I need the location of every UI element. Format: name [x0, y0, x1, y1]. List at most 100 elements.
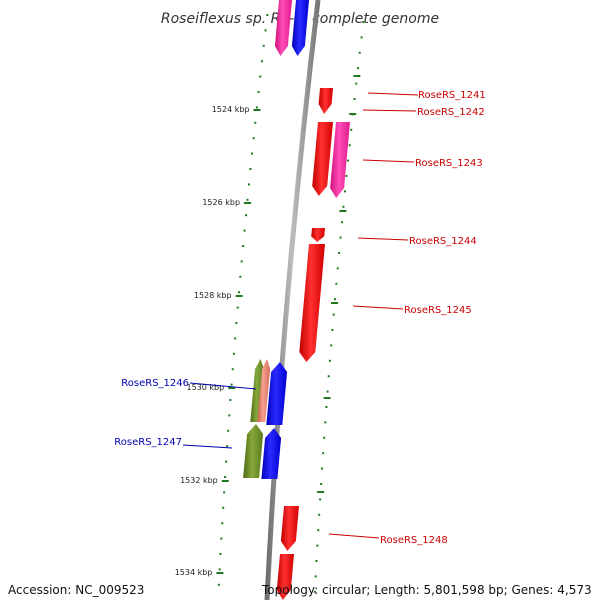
inner-dot [242, 245, 245, 247]
scale-ticks: 1524 kbp 1526 kbp 1528 kbp 1530 kbp 1532 kbp… [175, 105, 261, 577]
outer-dot [348, 144, 351, 147]
outer-dot [358, 51, 361, 54]
gene-arrow-roseRS-1248 [280, 506, 299, 551]
inner-dot [257, 91, 260, 93]
inner-dot [247, 183, 250, 186]
inner-dot [223, 491, 226, 494]
outer-dot [360, 36, 363, 39]
inner-dot [224, 476, 227, 478]
gene-arrow-roseRS-1246b [257, 359, 271, 422]
outer-dot [320, 483, 323, 485]
outer-dot [314, 575, 317, 578]
scale-tick-label: 1532 kbp [180, 476, 218, 485]
outer-dot [323, 436, 326, 439]
inner-dot [259, 75, 262, 78]
gene-arrow-roseRS-1241 [318, 88, 333, 114]
outer-dot [328, 359, 331, 362]
outer-dot [336, 267, 339, 270]
inner-dot [262, 44, 265, 47]
outer-dot [316, 544, 319, 547]
outer-dot [331, 329, 334, 331]
outer-dot [317, 529, 320, 532]
gene-arrow-roseRS-1243 [330, 122, 350, 198]
gene-leader-line [328, 533, 380, 539]
inner-dot [220, 537, 223, 540]
inner-dot [217, 583, 220, 586]
scale-tick-label: 1526 kbp [202, 198, 240, 207]
outer-dot [350, 128, 353, 131]
scale-tick-label: 1534 kbp [175, 568, 213, 577]
gene-label: RoseRS_1248 [380, 535, 448, 546]
gene-leader-line [367, 92, 419, 96]
gene-arrow [291, 0, 309, 56]
inner-dot [228, 414, 231, 417]
outer-dot [321, 467, 324, 470]
genome-backbone [264, 0, 321, 600]
inner-dot [227, 429, 230, 432]
gene-arrow-roseRS-1247 [243, 424, 264, 478]
inner-dot [252, 137, 255, 140]
outer-tick-dots [313, 21, 365, 593]
outer-dot [319, 498, 322, 501]
accession-text: Accession: NC_009523 [8, 583, 145, 597]
gene-arrow-roseRS-1246c [266, 362, 288, 425]
inner-dot [264, 29, 267, 32]
scale-tick-mark [244, 202, 252, 204]
inner-dot [221, 522, 224, 525]
outer-dash [323, 397, 331, 399]
outer-dot [322, 452, 325, 455]
outer-dot [318, 513, 321, 516]
inner-dot [218, 568, 221, 571]
inner-dot [235, 322, 238, 324]
inner-dot [246, 198, 249, 201]
inner-dot [236, 306, 239, 309]
outer-dot [338, 252, 341, 254]
outer-dot [353, 98, 356, 100]
outer-dash [331, 302, 339, 304]
gene-arrow [274, 0, 292, 56]
outer-dash [349, 113, 357, 115]
gene-label: RoseRS_1243 [415, 158, 483, 169]
gene-label: RoseRS_1241 [418, 90, 486, 101]
scale-tick-mark [228, 387, 236, 389]
outer-dot [324, 421, 327, 424]
inner-tick-dots [217, 14, 269, 586]
scale-tick-label: 1524 kbp [212, 105, 250, 114]
genome-summary-text: Topology: circular; Length: 5,801,598 bp… [262, 583, 592, 597]
outer-dot [356, 67, 359, 70]
inner-dot [266, 14, 269, 16]
gene-leader-line [189, 382, 257, 390]
inner-dot [234, 337, 237, 340]
gene-arrow-roseRS-1244 [311, 228, 325, 242]
gene-leader-line [362, 109, 417, 112]
scale-tick-mark [253, 109, 261, 111]
inner-dot [232, 352, 235, 355]
gene-arrow [276, 554, 294, 600]
outer-dot [332, 313, 335, 316]
gene-leader-line [352, 305, 404, 310]
gene-label: RoseRS_1247 [114, 437, 182, 448]
outer-dot [347, 159, 350, 162]
outer-dot [342, 205, 345, 208]
inner-dot [230, 383, 233, 386]
outer-dot [345, 175, 348, 177]
inner-dot [249, 168, 252, 170]
inner-dot [243, 229, 246, 232]
outer-dash [339, 210, 347, 212]
outer-dot [325, 406, 328, 408]
gene-label: RoseRS_1242 [417, 107, 485, 118]
inner-dot [238, 291, 241, 294]
outer-dot [362, 21, 365, 23]
outer-dot [326, 390, 329, 393]
inner-dot [239, 275, 242, 278]
inner-dot [255, 106, 258, 109]
outer-dot [330, 344, 333, 347]
gene-labels: RoseRS_1241 RoseRS_1242 RoseRS_1243 RoseRS_… [114, 90, 485, 546]
gene-arrow-roseRS-1245 [299, 244, 325, 362]
inner-dot [254, 121, 257, 124]
gene-label: RoseRS_1245 [404, 305, 472, 316]
outer-dot [340, 221, 343, 224]
scale-tick-mark [235, 295, 243, 297]
outer-dot [343, 190, 346, 193]
